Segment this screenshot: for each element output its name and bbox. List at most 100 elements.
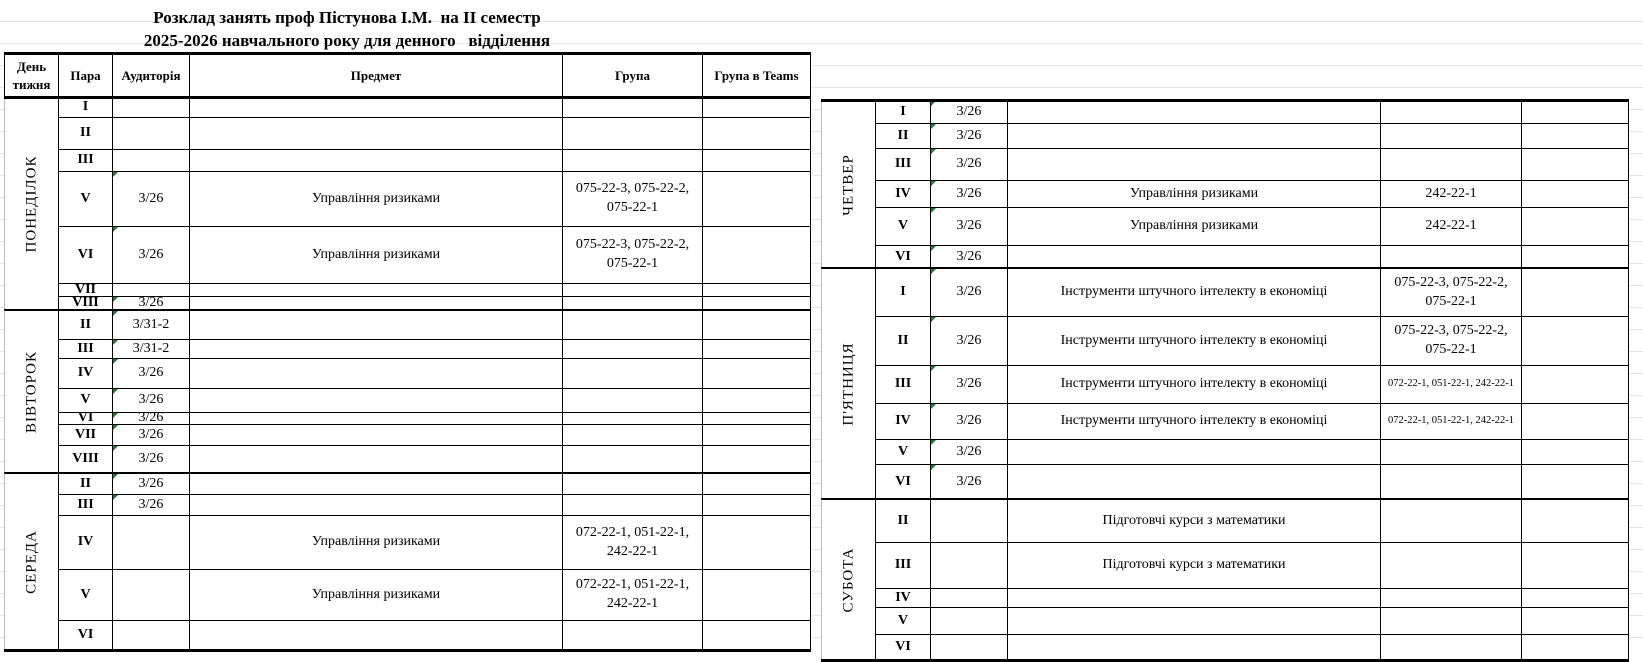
subject-cell[interactable] [189, 473, 563, 495]
group-cell[interactable] [562, 339, 703, 359]
group-cell[interactable]: 072-22-1, 051-22-1, 242-22-1 [1380, 365, 1522, 404]
teams-cell[interactable] [1521, 464, 1629, 500]
group-cell[interactable] [562, 620, 703, 651]
room-cell[interactable]: 3/26 [112, 445, 190, 474]
teams-cell[interactable] [702, 569, 811, 621]
group-cell[interactable] [562, 117, 703, 150]
teams-cell[interactable] [1521, 123, 1629, 149]
teams-cell[interactable] [702, 358, 811, 389]
teams-cell[interactable] [702, 473, 811, 495]
room-cell[interactable] [112, 149, 190, 172]
room-cell[interactable] [112, 620, 190, 651]
teams-cell[interactable] [1521, 100, 1629, 124]
subject-cell[interactable]: Інструменти штучного інтелекту в економі… [1007, 403, 1381, 440]
subject-cell[interactable]: Інструменти штучного інтелекту в економі… [1007, 365, 1381, 404]
teams-cell[interactable] [702, 117, 811, 150]
teams-cell[interactable] [1521, 403, 1629, 440]
subject-cell[interactable] [189, 310, 563, 340]
room-cell[interactable] [930, 588, 1008, 608]
group-cell[interactable] [562, 445, 703, 474]
group-cell[interactable] [1380, 245, 1522, 269]
subject-cell[interactable] [189, 339, 563, 359]
teams-cell[interactable] [1521, 268, 1629, 317]
subject-cell[interactable]: Управління ризиками [189, 226, 563, 284]
group-cell[interactable]: 075-22-3, 075-22-2, 075-22-1 [1380, 268, 1522, 317]
room-cell[interactable]: 3/26 [930, 180, 1008, 208]
room-cell[interactable]: 3/26 [930, 316, 1008, 366]
room-cell[interactable] [112, 283, 190, 297]
group-cell[interactable] [562, 424, 703, 446]
group-cell[interactable] [1380, 499, 1522, 543]
subject-cell[interactable]: Управління ризиками [1007, 180, 1381, 208]
group-cell[interactable] [562, 283, 703, 297]
teams-cell[interactable] [1521, 542, 1629, 589]
room-cell[interactable]: 3/26 [112, 494, 190, 516]
room-cell[interactable]: 3/26 [930, 245, 1008, 269]
room-cell[interactable]: 3/26 [112, 226, 190, 284]
group-cell[interactable] [1380, 439, 1522, 465]
group-cell[interactable] [562, 494, 703, 516]
teams-cell[interactable] [1521, 316, 1629, 366]
teams-cell[interactable] [702, 97, 811, 118]
teams-cell[interactable] [1521, 607, 1629, 635]
teams-cell[interactable] [1521, 634, 1629, 661]
teams-cell[interactable] [702, 149, 811, 172]
subject-cell[interactable] [1007, 245, 1381, 269]
teams-cell[interactable] [702, 339, 811, 359]
group-cell[interactable]: 072-22-1, 051-22-1, 242-22-1 [1380, 403, 1522, 440]
teams-cell[interactable] [702, 424, 811, 446]
room-cell[interactable] [930, 634, 1008, 661]
subject-cell[interactable] [189, 358, 563, 389]
teams-cell[interactable] [1521, 499, 1629, 543]
room-cell[interactable] [112, 569, 190, 621]
group-cell[interactable] [1380, 588, 1522, 608]
room-cell[interactable]: 3/26 [112, 388, 190, 413]
subject-cell[interactable] [1007, 464, 1381, 500]
room-cell[interactable]: 3/26 [930, 268, 1008, 317]
teams-cell[interactable] [1521, 245, 1629, 269]
group-cell[interactable] [562, 358, 703, 389]
subject-cell[interactable] [1007, 439, 1381, 465]
room-cell[interactable]: 3/26 [930, 464, 1008, 500]
group-cell[interactable] [562, 388, 703, 413]
group-cell[interactable] [1380, 123, 1522, 149]
subject-cell[interactable] [189, 620, 563, 651]
subject-cell[interactable]: Управління ризиками [189, 569, 563, 621]
group-cell[interactable] [1380, 607, 1522, 635]
teams-cell[interactable] [1521, 588, 1629, 608]
group-cell[interactable] [562, 149, 703, 172]
room-cell[interactable]: 3/26 [930, 100, 1008, 124]
subject-cell[interactable] [1007, 123, 1381, 149]
teams-cell[interactable] [702, 310, 811, 340]
subject-cell[interactable]: Управління ризиками [189, 515, 563, 570]
subject-cell[interactable] [189, 445, 563, 474]
teams-cell[interactable] [1521, 439, 1629, 465]
teams-cell[interactable] [1521, 148, 1629, 181]
room-cell[interactable]: 3/26 [930, 148, 1008, 181]
group-cell[interactable]: 075-22-3, 075-22-2, 075-22-1 [1380, 316, 1522, 366]
subject-cell[interactable]: Інструменти штучного інтелекту в економі… [1007, 316, 1381, 366]
teams-cell[interactable] [1521, 207, 1629, 246]
room-cell[interactable]: 3/26 [930, 207, 1008, 246]
group-cell[interactable]: 072-22-1, 051-22-1, 242-22-1 [562, 569, 703, 621]
teams-cell[interactable] [702, 620, 811, 651]
subject-cell[interactable] [1007, 148, 1381, 181]
room-cell[interactable] [112, 515, 190, 570]
subject-cell[interactable]: Підготовчі курси з математики [1007, 499, 1381, 543]
subject-cell[interactable] [1007, 588, 1381, 608]
room-cell[interactable] [930, 607, 1008, 635]
room-cell[interactable]: 3/26 [112, 171, 190, 227]
subject-cell[interactable] [189, 117, 563, 150]
group-cell[interactable] [1380, 634, 1522, 661]
subject-cell[interactable] [189, 388, 563, 413]
subject-cell[interactable] [1007, 634, 1381, 661]
room-cell[interactable]: 3/26 [112, 358, 190, 389]
room-cell[interactable]: 3/26 [930, 123, 1008, 149]
subject-cell[interactable]: Підготовчі курси з математики [1007, 542, 1381, 589]
room-cell[interactable]: 3/26 [112, 424, 190, 446]
room-cell[interactable] [112, 117, 190, 150]
subject-cell[interactable] [189, 149, 563, 172]
teams-cell[interactable] [1521, 180, 1629, 208]
subject-cell[interactable] [189, 424, 563, 446]
teams-cell[interactable] [702, 445, 811, 474]
